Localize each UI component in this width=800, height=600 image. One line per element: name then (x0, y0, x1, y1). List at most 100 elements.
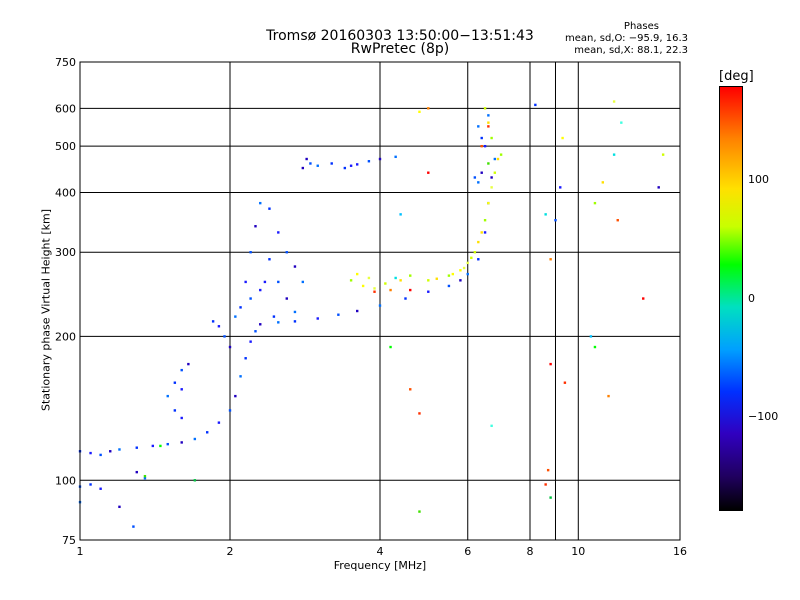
data-point (180, 441, 183, 444)
data-point (389, 288, 392, 292)
data-point (378, 304, 382, 307)
data-point (466, 261, 469, 265)
y-ticks: 75 100 200 300 400 500 600 750 (55, 56, 76, 547)
data-point (563, 381, 567, 384)
data-point (451, 272, 455, 276)
data-point (166, 394, 169, 398)
data-point (496, 157, 500, 161)
x-tick-label: 6 (464, 545, 471, 558)
chart-subtitle: RwPretec (8p) (350, 41, 450, 57)
x-ticks: 1 2 4 6 8 10 16 (77, 545, 688, 558)
data-point (462, 266, 466, 270)
colorbar-unit: [deg] (719, 69, 754, 84)
data-point (228, 345, 232, 349)
data-point (316, 164, 319, 167)
data-point (367, 276, 371, 280)
data-point (223, 335, 226, 338)
colorbar-tick-label: −100 (748, 409, 779, 423)
data-point (544, 213, 547, 216)
data-point (490, 176, 493, 179)
data-point (409, 388, 412, 391)
data-point (601, 181, 605, 184)
data-point (483, 219, 487, 222)
data-point (99, 453, 102, 457)
data-point (549, 258, 552, 261)
data-point (293, 320, 297, 323)
data-point (268, 258, 271, 261)
data-point (143, 474, 147, 478)
data-point (118, 505, 121, 509)
data-point (180, 388, 183, 391)
y-tick-label: 75 (62, 534, 76, 547)
grid-layer (80, 62, 680, 540)
data-point (483, 231, 487, 234)
y-tick-label: 500 (55, 140, 76, 153)
data-point (277, 231, 280, 234)
data-point (173, 381, 177, 384)
data-point (490, 136, 493, 140)
data-point (301, 280, 305, 284)
stats-o: mean, sd,O: −95.9, 16.3 (565, 33, 688, 44)
data-point (427, 279, 430, 282)
data-point (499, 153, 503, 156)
chart-title: Tromsø 20160303 13:50:00−13:51:43 (266, 28, 534, 44)
data-point (118, 448, 121, 451)
data-point (272, 315, 276, 318)
data-point (394, 276, 397, 280)
data-point (427, 107, 430, 110)
data-point (389, 345, 392, 349)
data-point (546, 468, 550, 472)
y-tick-label: 600 (55, 102, 76, 115)
data-point (620, 121, 623, 124)
data-point (89, 451, 92, 455)
data-point (166, 442, 169, 446)
data-point (239, 375, 242, 378)
data-point (418, 510, 421, 513)
y-axis-label: Stationary phase Virtual Height [km] (39, 208, 53, 412)
data-point (373, 290, 376, 293)
data-point (89, 483, 92, 486)
data-point (330, 162, 333, 165)
phase-colorbar (719, 86, 743, 511)
y-tick-label: 100 (55, 474, 76, 487)
data-point (561, 136, 564, 140)
data-point (459, 279, 462, 282)
data-point (293, 310, 297, 314)
data-point (483, 107, 487, 110)
y-tick-label: 750 (55, 56, 76, 69)
data-point (132, 525, 135, 528)
data-point (480, 136, 483, 140)
data-point (399, 213, 402, 216)
data-point (205, 431, 209, 434)
x-tick-label: 16 (673, 545, 687, 558)
data-point (99, 487, 102, 490)
data-point (480, 231, 483, 234)
data-point (268, 207, 271, 210)
data-point (316, 317, 319, 320)
data-point (187, 362, 190, 366)
x-tick-label: 2 (227, 545, 234, 558)
data-point (309, 162, 312, 165)
data-point (418, 110, 421, 114)
data-point (534, 103, 537, 107)
data-point (301, 166, 305, 170)
stats-title: Phases (623, 21, 659, 32)
data-point (135, 470, 138, 474)
data-point (593, 345, 597, 349)
data-point (259, 323, 262, 326)
data-point (480, 171, 483, 174)
data-point (409, 288, 412, 292)
colorbar-tick-label: 100 (748, 173, 769, 187)
data-point (418, 412, 421, 415)
data-point (234, 394, 237, 398)
data-point (355, 163, 359, 166)
y-tick-label: 300 (55, 246, 76, 259)
data-point (337, 313, 340, 316)
data-point (355, 272, 359, 276)
data-point (593, 201, 597, 205)
data-point (193, 479, 197, 482)
points-layer (78, 100, 665, 528)
data-point (277, 321, 280, 324)
data-point (477, 240, 480, 244)
